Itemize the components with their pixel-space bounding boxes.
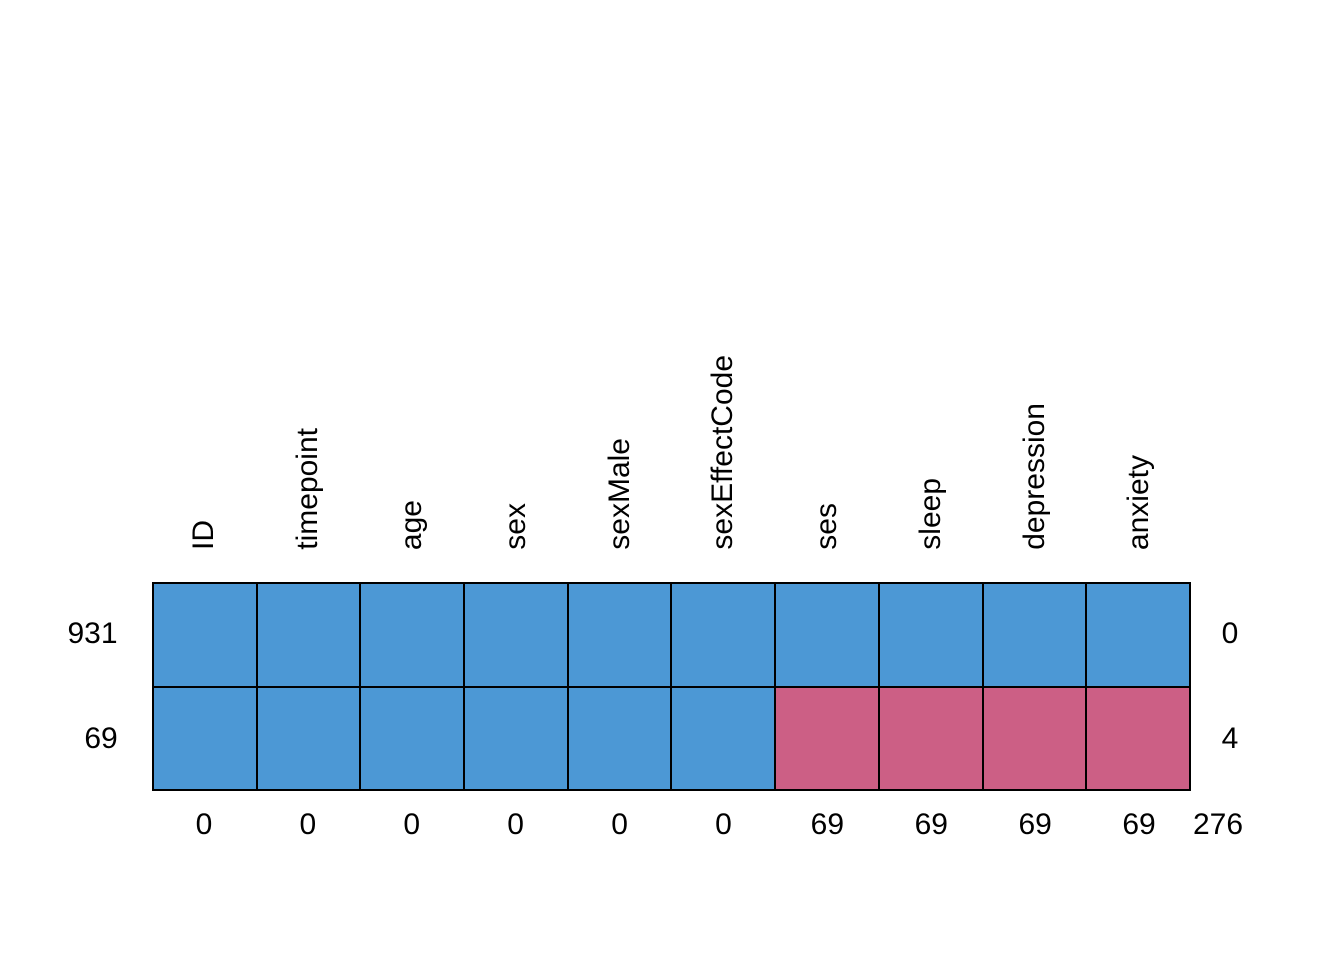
cell-anxiety-row2-missing bbox=[1086, 686, 1190, 790]
cell-sexEffectCode-row2-observed bbox=[671, 686, 776, 790]
column-missing-count-sex: 0 bbox=[507, 808, 524, 841]
cell-timepoint-row2-observed bbox=[256, 686, 361, 790]
row-missing-count-2: 4 bbox=[1221, 721, 1239, 755]
cell-timepoint-row1-observed bbox=[256, 583, 361, 687]
column-label-sleep: sleep bbox=[914, 478, 948, 550]
cell-anxiety-row1-observed bbox=[1086, 583, 1190, 687]
column-label-ses: ses bbox=[810, 503, 844, 550]
cell-sexEffectCode-row1-observed bbox=[671, 583, 776, 687]
column-label-sex: sex bbox=[498, 503, 532, 550]
cell-ID-row1-observed bbox=[153, 583, 257, 687]
column-label-age: age bbox=[394, 499, 428, 550]
row-count-69: 69 bbox=[84, 721, 118, 755]
pattern-grid bbox=[152, 582, 1191, 791]
cell-age-row2-observed bbox=[360, 686, 465, 790]
cell-depression-row2-missing bbox=[982, 686, 1087, 790]
column-label-timepoint: timepoint bbox=[290, 428, 324, 550]
row-missing-count-1: 0 bbox=[1221, 617, 1239, 651]
cell-sexMale-row1-observed bbox=[567, 583, 672, 687]
cell-sex-row1-observed bbox=[464, 583, 568, 687]
cell-ses-row1-observed bbox=[775, 583, 879, 687]
cell-age-row1-observed bbox=[360, 583, 465, 687]
column-label-anxiety: anxiety bbox=[1122, 454, 1156, 550]
column-missing-count-sexEffectCode: 0 bbox=[715, 808, 732, 841]
cell-sex-row2-observed bbox=[464, 686, 568, 790]
column-label-depression: depression bbox=[1018, 403, 1052, 550]
column-label-ID: ID bbox=[186, 520, 220, 550]
cell-depression-row1-observed bbox=[982, 583, 1087, 687]
column-missing-count-sleep: 69 bbox=[914, 808, 948, 841]
column-missing-count-ID: 0 bbox=[195, 808, 213, 841]
row-count-931: 931 bbox=[67, 617, 118, 651]
cell-sexMale-row2-observed bbox=[567, 686, 672, 790]
total-missing-count: 276 bbox=[1192, 808, 1244, 841]
column-missing-count-age: 0 bbox=[403, 808, 421, 841]
cell-ID-row2-observed bbox=[153, 686, 257, 790]
column-missing-count-depression: 69 bbox=[1018, 808, 1052, 841]
cell-ses-row2-missing bbox=[775, 686, 879, 790]
column-missing-count-sexMale: 0 bbox=[611, 808, 628, 841]
column-missing-count-timepoint: 0 bbox=[299, 808, 317, 841]
column-label-sexMale: sexMale bbox=[602, 438, 636, 550]
column-label-sexEffectCode: sexEffectCode bbox=[706, 355, 740, 550]
cell-sleep-row1-observed bbox=[878, 583, 983, 687]
column-missing-count-ses: 69 bbox=[810, 808, 845, 841]
column-missing-count-anxiety: 69 bbox=[1122, 808, 1156, 841]
cell-sleep-row2-missing bbox=[878, 686, 983, 790]
